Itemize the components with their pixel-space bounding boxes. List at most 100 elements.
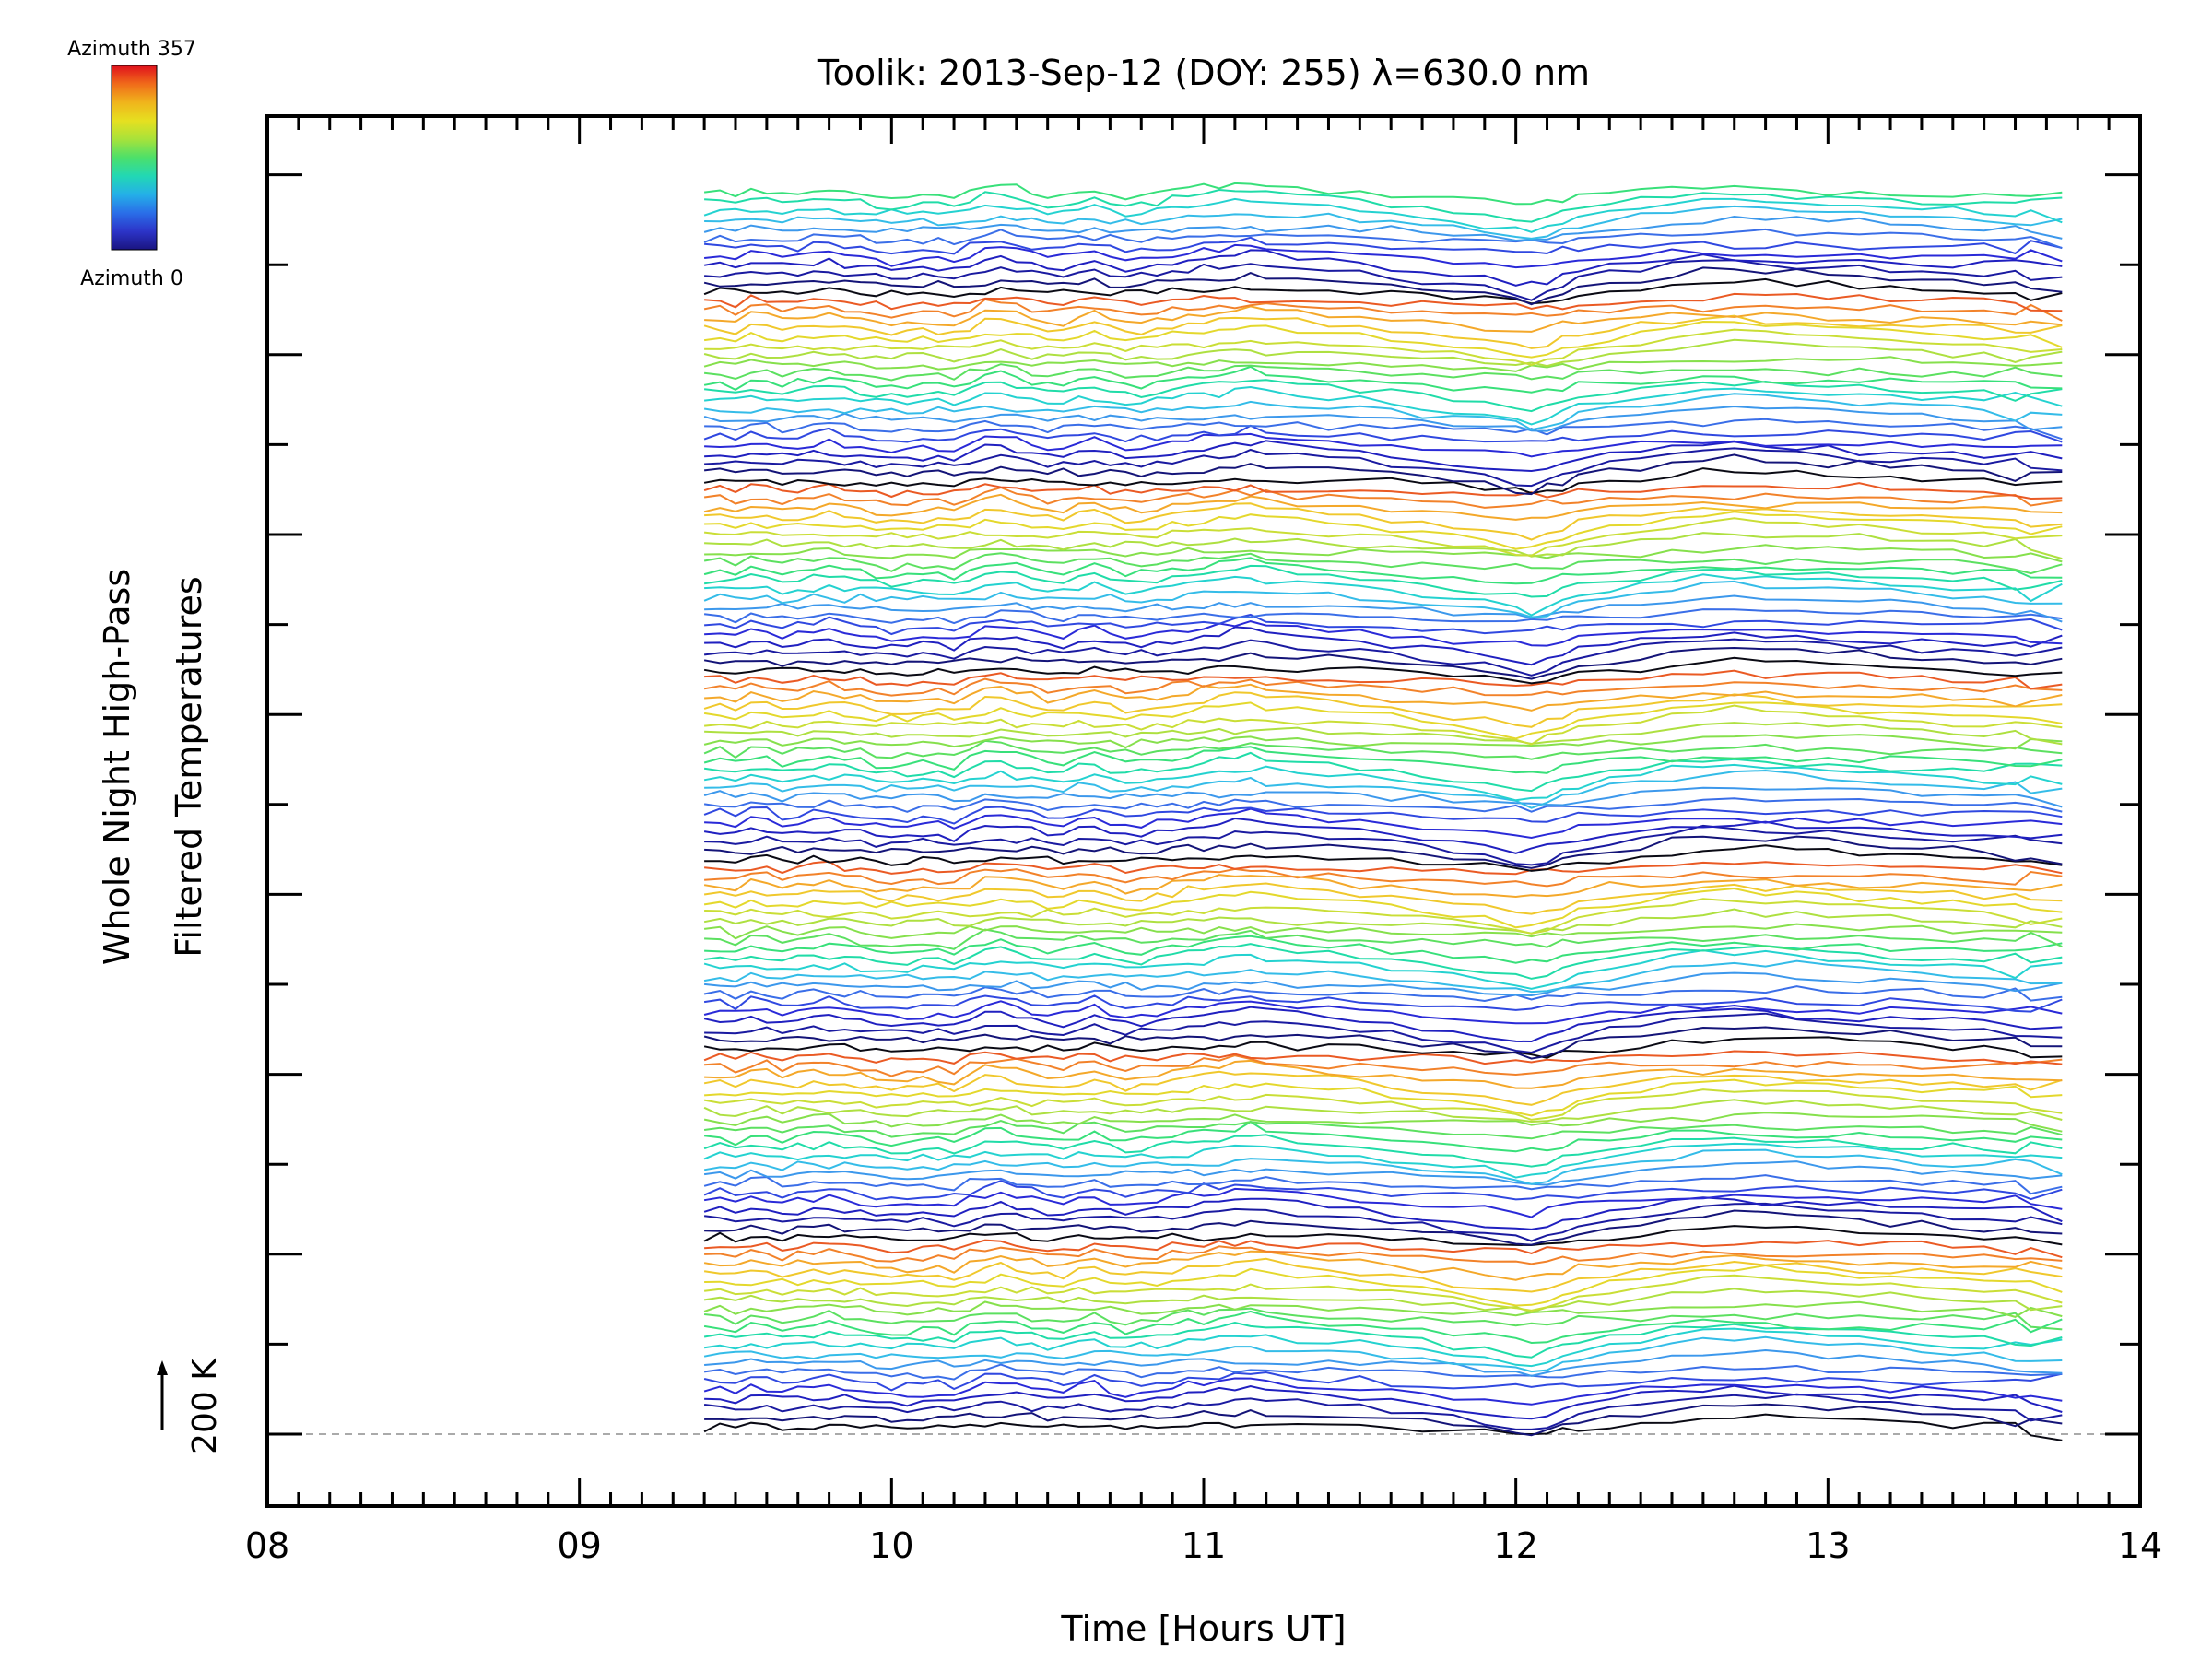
series-line: [703, 797, 2063, 813]
series-line: [703, 453, 2063, 496]
series-line: [703, 817, 2063, 854]
series-line: [703, 1099, 2063, 1124]
series-line: [703, 493, 2063, 521]
series-line: [703, 646, 2063, 680]
series-line: [703, 182, 2063, 206]
series-line: [703, 608, 2063, 625]
series-line: [703, 1327, 2063, 1368]
scale-arrowhead: [157, 1360, 168, 1375]
series-line: [703, 1036, 2063, 1059]
series-line: [703, 1274, 2063, 1312]
series-line: [703, 656, 2063, 685]
series-line: [703, 1377, 2063, 1406]
x-tick-label: 12: [1493, 1525, 1537, 1566]
series-line: [703, 1006, 2063, 1043]
series-line: [703, 298, 2063, 322]
series-line: [703, 1335, 2063, 1373]
series-line: [704, 1239, 2063, 1259]
series-line: [704, 328, 2063, 366]
series-line: [704, 769, 2063, 809]
series-line: [704, 1012, 2063, 1054]
series-line: [703, 860, 2063, 876]
series-line: [704, 722, 2063, 746]
series-line: [703, 1257, 2063, 1293]
series-line: [703, 385, 2063, 426]
series-line: [703, 1160, 2063, 1186]
series-line: [703, 482, 2063, 500]
series-line: [703, 363, 2063, 382]
series-line: [704, 971, 2063, 997]
y-axis-title-line1: Whole Night High-Pass: [97, 569, 137, 965]
series-line: [704, 613, 2063, 636]
series-line: [704, 447, 2063, 488]
colorbar-bottom-label: Azimuth 0: [80, 267, 183, 290]
series-line: [703, 405, 2063, 432]
series-line: [703, 314, 2063, 349]
colorbar-top-label: Azimuth 357: [67, 38, 196, 61]
series-line: [703, 517, 2063, 557]
series-line: [703, 365, 2063, 394]
series-line: [703, 994, 2063, 1013]
x-tick-label: 11: [1182, 1525, 1226, 1566]
series-line: [703, 1026, 2063, 1060]
series-line: [703, 1250, 2063, 1281]
series-line: [704, 418, 2063, 441]
series-line: [704, 573, 2063, 617]
series-line: [704, 544, 2063, 563]
series-line: [703, 1202, 2063, 1242]
series-line: [704, 1054, 2063, 1077]
series-line: [703, 1413, 2063, 1441]
series-line: [703, 320, 2063, 359]
series-line: [703, 215, 2063, 242]
series-line: [704, 1403, 2063, 1437]
series-line: [704, 1264, 2063, 1307]
series-line: [703, 806, 2063, 825]
series-line: [703, 751, 2063, 793]
series-line: [703, 1196, 2063, 1230]
series-line: [703, 786, 2063, 808]
series-line: [704, 928, 2063, 950]
series-line: [703, 277, 2063, 305]
series-line: [703, 882, 2063, 915]
series-line: [703, 923, 2063, 940]
series-line: [704, 236, 2063, 255]
series-line: [703, 356, 2063, 372]
series-line: [704, 898, 2063, 935]
series-line: [703, 887, 2063, 929]
x-tick-label: 14: [2118, 1525, 2162, 1566]
series-line: [703, 1142, 2063, 1179]
series-line: [703, 1321, 2063, 1359]
series-line: [704, 594, 2063, 623]
series-line: [703, 959, 2063, 994]
x-tick-label: 13: [1806, 1525, 1850, 1566]
series-line: [703, 338, 2063, 368]
series-line: [704, 305, 2063, 333]
series-line: [704, 1078, 2063, 1117]
series-line: [704, 835, 2063, 869]
series-line: [704, 1245, 2063, 1265]
series-line: [703, 739, 2063, 760]
series-line: [704, 626, 2063, 666]
series-line: [703, 943, 2063, 980]
series-line: [704, 807, 2063, 840]
series-line: [703, 1120, 2063, 1140]
series-line: [704, 532, 2063, 560]
series-line: [703, 677, 2063, 697]
axis-ticks: [265, 116, 2142, 1506]
series-line: [703, 1307, 2063, 1331]
series-line: [704, 1209, 2063, 1246]
series-line: [704, 935, 2063, 964]
series-line: [704, 1384, 2063, 1420]
series-line: [703, 379, 2063, 413]
series-line: [703, 985, 2063, 1003]
series-line: [704, 205, 2063, 240]
series-line: [703, 1371, 2063, 1392]
series-line: [703, 1050, 2063, 1065]
chart-title: Toolik: 2013-Sep-12 (DOY: 255) λ=630.0 n…: [817, 53, 1590, 93]
x-tick-labels: 08 09 10 11 12 13 14: [245, 1525, 2162, 1566]
series-line: [704, 292, 2063, 312]
series-line: [704, 704, 2063, 746]
series-line: [703, 874, 2063, 899]
series-line: [703, 1088, 2063, 1121]
